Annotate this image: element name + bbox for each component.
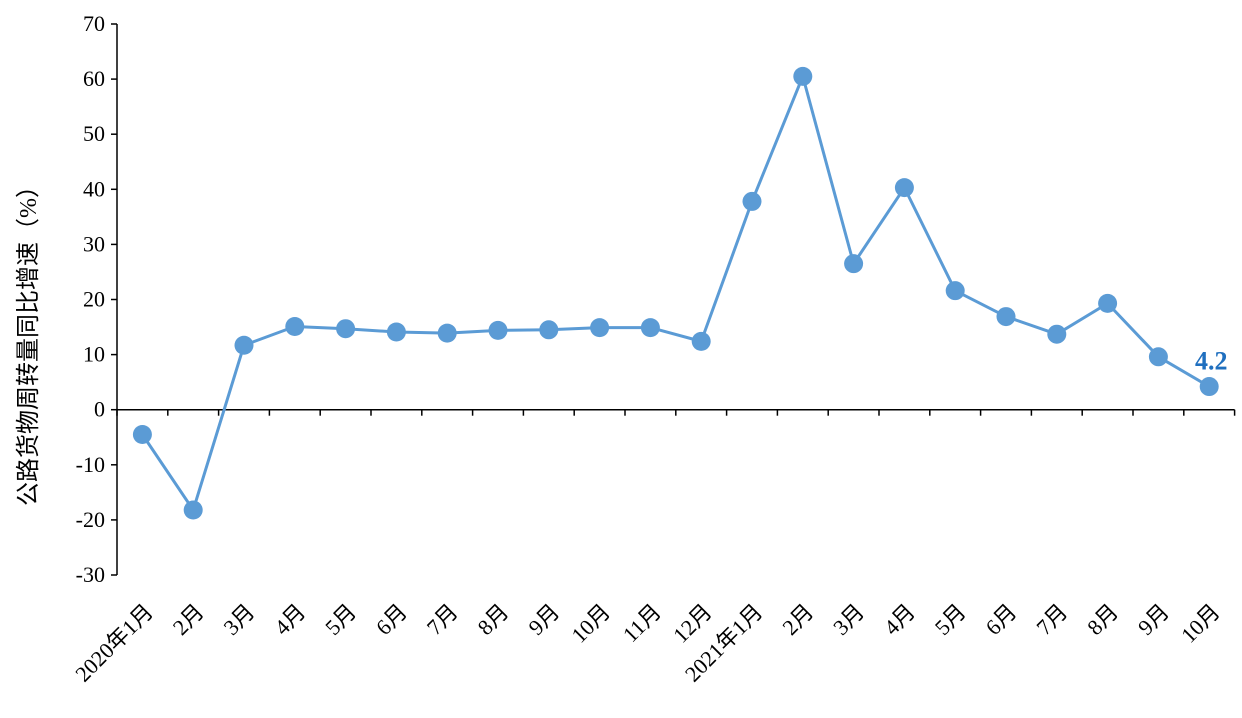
y-axis: -30 -20 -10 0 10 20 30 40 50 60 70 (76, 11, 118, 587)
x-tick-label: 7月 (1031, 599, 1072, 640)
data-point (793, 66, 813, 86)
x-tick-label: 7月 (422, 599, 463, 640)
data-point (183, 500, 203, 520)
data-point (1098, 293, 1118, 313)
data-point (488, 320, 508, 340)
x-tick-label: 6月 (371, 599, 412, 640)
x-tick-label: 3月 (219, 599, 260, 640)
x-tick-label: 9月 (1133, 599, 1174, 640)
data-point (945, 281, 965, 301)
y-tick-label: -20 (76, 507, 105, 532)
x-tick-label: 9月 (523, 599, 564, 640)
x-tick-label: 4月 (879, 599, 920, 640)
data-point (132, 424, 152, 444)
y-tick-label: 30 (83, 231, 105, 256)
x-tick-label: 5月 (320, 599, 361, 640)
data-point (640, 318, 660, 338)
data-point (285, 316, 305, 336)
x-tick-label: 10月 (566, 599, 615, 648)
data-point (590, 318, 610, 338)
data-label: 4.2 (1195, 347, 1228, 376)
series-layer: 4.2 (132, 66, 1228, 520)
y-tick-label: 40 (83, 176, 105, 201)
data-point (437, 323, 457, 343)
x-tick-label: 10月 (1176, 599, 1225, 648)
data-point (1199, 377, 1219, 397)
y-tick-label: -30 (76, 562, 105, 587)
data-point (996, 307, 1016, 327)
y-tick-label: 60 (83, 66, 105, 91)
data-point (894, 178, 914, 198)
y-axis-label: 公路货物周转量同比增速（%） (15, 174, 42, 506)
x-tick-label: 2月 (168, 599, 209, 640)
data-point (742, 191, 762, 211)
y-tick-label: 0 (94, 397, 105, 422)
y-tick-label: 50 (83, 121, 105, 146)
series-line (141, 74, 1210, 512)
y-tick-label: -10 (76, 452, 105, 477)
x-tick-label: 8月 (473, 599, 514, 640)
data-point (844, 254, 864, 274)
data-point (386, 322, 406, 342)
y-tick-label: 70 (83, 11, 105, 36)
y-tick-label: 20 (83, 287, 105, 312)
data-point (336, 319, 356, 339)
x-tick-label: 4月 (269, 599, 310, 640)
data-point (1148, 347, 1168, 367)
data-point (1047, 324, 1067, 344)
x-tick-label: 6月 (981, 599, 1022, 640)
x-tick-label: 5月 (930, 599, 971, 640)
y-tick-label: 10 (83, 342, 105, 367)
x-tick-label: 2月 (777, 599, 818, 640)
x-tick-label: 2020年1月 (70, 599, 158, 687)
data-point (234, 335, 254, 355)
data-point (539, 320, 559, 340)
x-tick-label: 3月 (828, 599, 869, 640)
x-tick-label: 11月 (618, 599, 666, 647)
x-tick-label: 8月 (1082, 599, 1123, 640)
data-point (691, 331, 711, 351)
